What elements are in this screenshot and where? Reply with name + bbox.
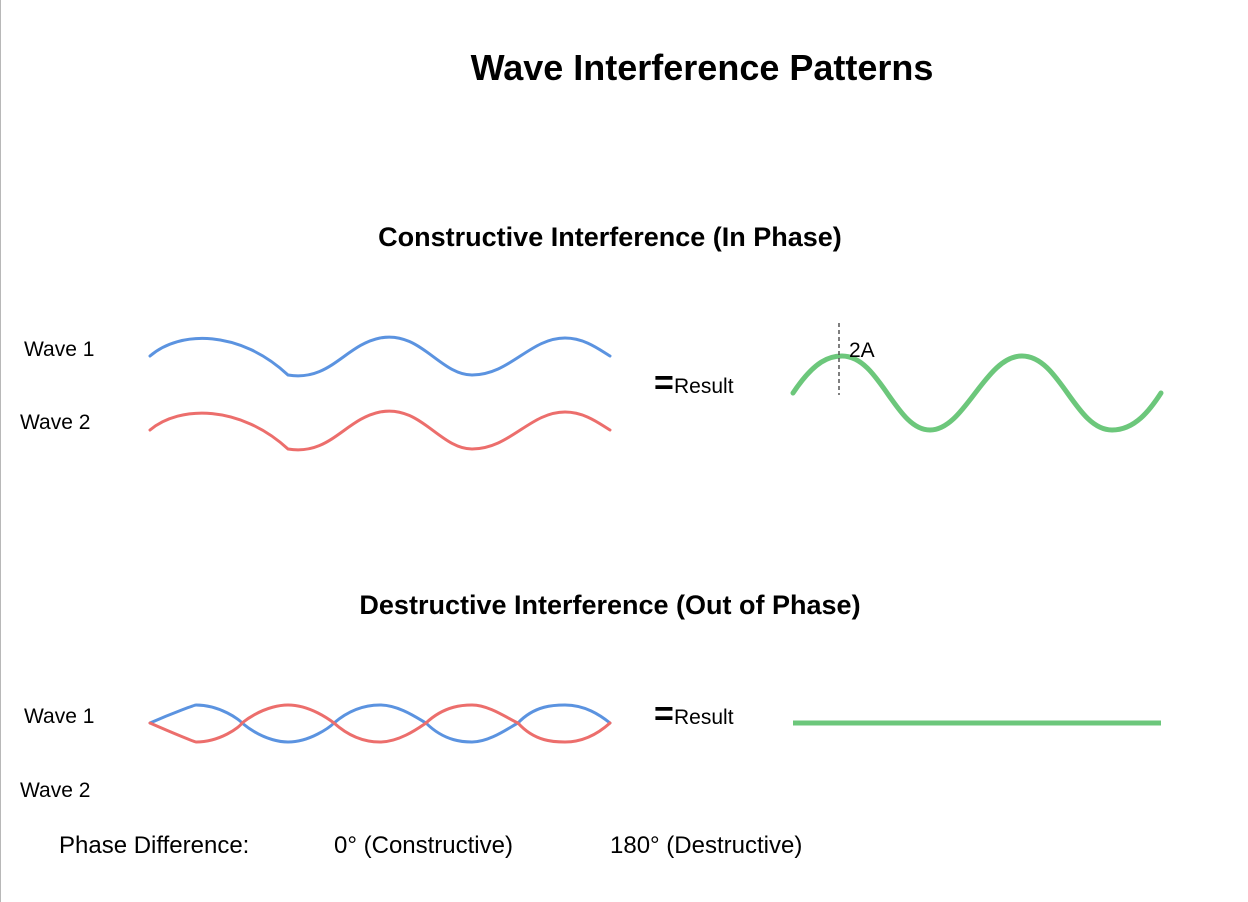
constructive-equals-sign: =: [654, 364, 674, 402]
constructive-result-label: Result: [674, 375, 734, 398]
constructive-result-curve: [790, 353, 1164, 433]
constructive-wave1-curve: [148, 335, 612, 378]
phase-destructive-value: 180° (Destructive): [610, 832, 803, 859]
amplitude-label: 2A: [849, 339, 875, 362]
destructive-equals-sign: =: [654, 695, 674, 733]
phase-constructive-value: 0° (Constructive): [334, 832, 513, 859]
page-title: Wave Interference Patterns: [470, 47, 934, 88]
left-border: [0, 0, 1, 902]
constructive-wave2-curve: [148, 409, 612, 452]
destructive-wave1-curve: [148, 703, 612, 744]
destructive-heading: Destructive Interference (Out of Phase): [359, 590, 861, 620]
destructive-result-label: Result: [674, 706, 734, 729]
constructive-wave2-label: Wave 2: [20, 411, 91, 434]
constructive-wave1-label: Wave 1: [24, 338, 95, 361]
constructive-heading: Constructive Interference (In Phase): [378, 222, 842, 252]
destructive-wave2-label: Wave 2: [20, 779, 91, 802]
destructive-wave2-curve: [148, 703, 612, 744]
destructive-wave1-label: Wave 1: [24, 705, 95, 728]
phase-difference-label: Phase Difference:: [59, 832, 250, 859]
